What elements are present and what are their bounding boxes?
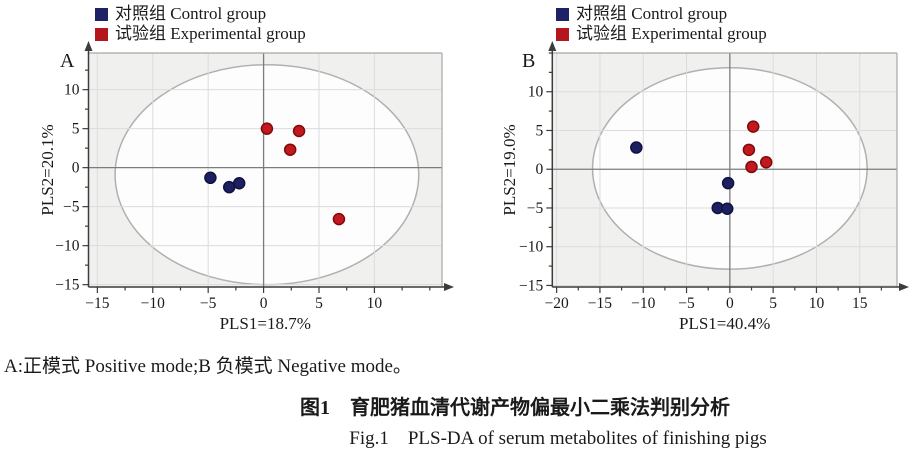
figure-title-en: Fig.1 PLS-DA of serum metabolites of fin… bbox=[349, 428, 767, 449]
y-axis-title: PLS2=19.0% bbox=[500, 124, 519, 215]
plot-svg-A: −15 −10 −5 0 5 10 −15 −10 −5 0 5 10 PLS1=18.7% PLS2=2… bbox=[38, 41, 454, 333]
y-axis-tick-label: 0 bbox=[536, 161, 544, 178]
y-axis-tick-label: −15 bbox=[519, 277, 543, 294]
data-point-experimental bbox=[283, 143, 297, 156]
legend-item: 试验组 Experimental group bbox=[95, 24, 306, 44]
legend-item: 对照组 Control group bbox=[95, 4, 306, 24]
x-axis-tick-label: −10 bbox=[631, 295, 655, 312]
data-point-control bbox=[721, 176, 735, 190]
legend-swatch-experimental-icon bbox=[556, 27, 569, 41]
y-axis-tick-label: 5 bbox=[72, 121, 80, 138]
x-axis-arrow-icon bbox=[899, 283, 909, 291]
data-point-control bbox=[204, 171, 217, 185]
legend-plot-a: 对照组 Control group 试验组 Experimental group bbox=[95, 4, 306, 44]
panel-letter: A bbox=[60, 50, 75, 72]
x-axis-tick-label: −5 bbox=[678, 295, 695, 312]
legend-item: 对照组 Control group bbox=[556, 4, 767, 24]
x-axis-tick-label: 5 bbox=[769, 295, 777, 312]
legend-item-label: 对照组 Control group bbox=[576, 4, 728, 23]
data-point-experimental bbox=[742, 143, 756, 157]
x-axis-arrow-icon bbox=[444, 283, 454, 291]
x-axis-tick-label: 5 bbox=[315, 295, 323, 312]
figure-title-cn: 图1 育肥猪血清代谢产物偏最小二乘法判别分析 bbox=[300, 397, 730, 419]
y-axis-arrow-icon bbox=[548, 41, 557, 51]
pls-plot-a: −15 −10 −5 0 5 10 −15 −10 −5 0 5 10 PLS1=18.7% PLS2=2… bbox=[38, 40, 460, 347]
data-point-experimental bbox=[260, 122, 274, 135]
x-axis-tick-label: −5 bbox=[200, 295, 217, 312]
legend-swatch-experimental-icon bbox=[95, 27, 108, 41]
y-axis-tick-label: 5 bbox=[536, 122, 544, 139]
data-point-experimental bbox=[745, 160, 758, 174]
plot-svg-B: −20 −15 −10 −5 0 5 10 15−15−10−50510PLS1=40.4%P… bbox=[500, 41, 909, 333]
y-axis-tick-label: −15 bbox=[55, 277, 79, 294]
y-axis-tick-label: −5 bbox=[63, 199, 80, 216]
x-axis-tick-label: −15 bbox=[85, 295, 109, 312]
y-axis-arrow-icon bbox=[84, 41, 93, 51]
data-point-control bbox=[232, 177, 246, 190]
y-axis-tick-label: −5 bbox=[527, 200, 544, 217]
x-axis-tick-label: 10 bbox=[367, 295, 383, 312]
x-axis-tick-label: 15 bbox=[852, 295, 868, 312]
y-axis-tick-label: 0 bbox=[72, 160, 80, 177]
data-point-experimental bbox=[292, 124, 306, 138]
y-axis-title: PLS2=20.1% bbox=[40, 124, 57, 215]
legend-item-label: 试验组 Experimental group bbox=[115, 24, 306, 43]
x-axis-title: PLS1=18.7% bbox=[220, 314, 311, 333]
y-axis-tick-label: 10 bbox=[528, 84, 544, 101]
pls-plot-b: −20 −15 −10 −5 0 5 10 15 −15 −10 −5 0 5 10 PLS1=40.4% P… bbox=[488, 40, 912, 347]
y-axis-tick-label: −10 bbox=[55, 238, 79, 255]
mode-note: A:正模式 Positive mode;B 负模式 Negative mode。 bbox=[4, 356, 412, 377]
data-point-experimental bbox=[332, 212, 346, 226]
data-point-control bbox=[630, 141, 643, 154]
panel-letter: B bbox=[522, 50, 535, 72]
legend-item-label: 对照组 Control group bbox=[115, 4, 267, 23]
x-axis-tick-label: 0 bbox=[726, 295, 734, 312]
legend-plot-b: 对照组 Control group 试验组 Experimental group bbox=[556, 4, 767, 44]
legend-swatch-control-icon bbox=[556, 7, 569, 21]
confidence-ellipse bbox=[114, 63, 420, 286]
data-point-experimental bbox=[746, 120, 760, 133]
legend-item: 试验组 Experimental group bbox=[556, 24, 767, 44]
y-axis-tick-label: 10 bbox=[64, 82, 80, 99]
data-point-experimental bbox=[759, 156, 773, 169]
legend-item-label: 试验组 Experimental group bbox=[576, 24, 767, 43]
x-axis-tick-label: −10 bbox=[141, 295, 165, 312]
x-axis-tick-label: 0 bbox=[260, 295, 268, 312]
data-point-control bbox=[720, 202, 734, 215]
x-axis-tick-label: 10 bbox=[809, 295, 825, 312]
y-axis-tick-label: −10 bbox=[519, 239, 543, 256]
x-axis-tick-label: −15 bbox=[588, 295, 612, 312]
x-axis-tick-label: −20 bbox=[545, 295, 569, 312]
x-axis-title: PLS1=40.4% bbox=[679, 314, 770, 333]
legend-swatch-control-icon bbox=[95, 7, 108, 21]
